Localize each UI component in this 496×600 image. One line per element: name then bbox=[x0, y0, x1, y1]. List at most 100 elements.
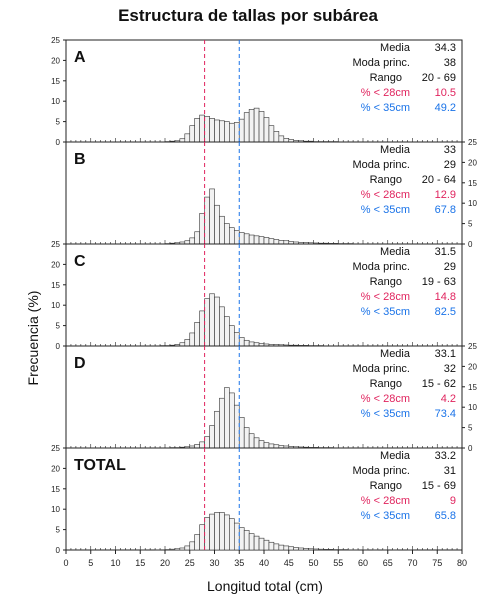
histogram-bar bbox=[229, 122, 235, 143]
histogram-bar bbox=[204, 298, 210, 347]
panel-label: TOTAL bbox=[74, 457, 126, 474]
y-tick-label: 10 bbox=[51, 301, 60, 310]
histogram-bar bbox=[318, 548, 324, 551]
stat-value: 4.2 bbox=[441, 393, 456, 405]
y-tick-label: 5 bbox=[468, 424, 473, 433]
stat-value: 33.2 bbox=[435, 450, 456, 462]
stat-label: Rango bbox=[370, 72, 402, 84]
histogram-bar bbox=[263, 237, 270, 245]
histogram-bar bbox=[263, 442, 270, 449]
histogram-bar bbox=[224, 121, 230, 143]
stat-value: 19 - 63 bbox=[422, 276, 456, 288]
x-tick-label: 5 bbox=[88, 558, 93, 568]
histogram-bar bbox=[189, 125, 195, 143]
histogram-bar bbox=[328, 549, 334, 551]
histogram-bar bbox=[194, 444, 200, 449]
stat-value: 67.8 bbox=[435, 204, 456, 216]
histogram-bar bbox=[243, 530, 250, 551]
x-tick-label: 15 bbox=[135, 558, 145, 568]
histogram-bar bbox=[214, 410, 220, 449]
stat-label: % < 28cm bbox=[361, 291, 410, 303]
y-tick-label: 5 bbox=[56, 118, 61, 127]
histogram-bar bbox=[234, 404, 240, 449]
y-tick-label: 15 bbox=[51, 281, 60, 290]
y-tick-label: 20 bbox=[51, 56, 60, 65]
histogram-bar bbox=[199, 114, 205, 143]
histogram-bar bbox=[268, 541, 275, 551]
histogram-bar bbox=[303, 548, 309, 551]
stat-label: Moda princ. bbox=[353, 465, 410, 477]
stat-label: Media bbox=[380, 144, 411, 156]
y-tick-label: 25 bbox=[468, 138, 477, 147]
stat-label: % < 28cm bbox=[361, 495, 410, 507]
stat-value: 29 bbox=[444, 159, 456, 171]
stat-label: % < 35cm bbox=[361, 408, 410, 420]
histogram-bar bbox=[248, 433, 255, 449]
y-tick-label: 10 bbox=[468, 199, 477, 208]
panel-label: C bbox=[74, 253, 86, 270]
histogram-bar bbox=[234, 230, 240, 245]
histogram-bar bbox=[189, 332, 195, 347]
y-tick-label: 10 bbox=[51, 505, 60, 514]
stat-label: Rango bbox=[370, 174, 402, 186]
stat-value: 20 - 69 bbox=[422, 72, 456, 84]
x-tick-label: 65 bbox=[383, 558, 393, 568]
histogram-bar bbox=[238, 232, 245, 245]
histogram-bar bbox=[199, 213, 205, 245]
y-tick-label: 5 bbox=[468, 220, 473, 229]
x-tick-label: 30 bbox=[209, 558, 219, 568]
histogram-bar bbox=[243, 112, 250, 143]
histogram-bar bbox=[189, 237, 195, 245]
y-tick-label: 20 bbox=[468, 158, 477, 167]
histogram-bar bbox=[268, 125, 275, 143]
histogram-bar bbox=[209, 118, 215, 143]
histogram-bar bbox=[258, 537, 265, 551]
histogram-bar bbox=[219, 512, 225, 551]
y-tick-label: 10 bbox=[51, 97, 60, 106]
histogram-bar bbox=[229, 325, 235, 347]
stat-value: 20 - 64 bbox=[422, 174, 456, 186]
stat-value: 34.3 bbox=[435, 42, 456, 54]
y-tick-label: 25 bbox=[51, 444, 60, 453]
stat-value: 33.1 bbox=[435, 348, 456, 360]
histogram-bar bbox=[214, 296, 220, 347]
histogram-bar bbox=[263, 539, 270, 551]
histogram-bar bbox=[219, 120, 225, 143]
histogram-bar bbox=[224, 387, 230, 449]
stat-label: Rango bbox=[370, 276, 402, 288]
histogram-bar bbox=[219, 306, 225, 347]
stat-label: Media bbox=[380, 246, 411, 258]
histogram-bar bbox=[273, 543, 280, 551]
panel-label: B bbox=[74, 151, 86, 168]
x-tick-label: 10 bbox=[110, 558, 120, 568]
histogram-bar bbox=[209, 293, 215, 347]
stat-label: Media bbox=[380, 348, 411, 360]
histogram-bar bbox=[263, 117, 270, 143]
histogram-bar bbox=[214, 119, 220, 143]
histogram-bar bbox=[298, 547, 304, 551]
y-tick-label: 15 bbox=[51, 485, 60, 494]
stat-label: Media bbox=[380, 450, 411, 462]
histogram-bar bbox=[204, 115, 210, 143]
histogram-bar bbox=[258, 440, 265, 449]
y-tick-label: 5 bbox=[56, 322, 61, 331]
histogram-bar bbox=[224, 223, 230, 245]
histogram-bar bbox=[268, 238, 275, 245]
stat-value: 9 bbox=[450, 495, 456, 507]
histogram-bar bbox=[308, 548, 314, 551]
y-tick-label: 0 bbox=[56, 342, 61, 351]
stat-value: 31.5 bbox=[435, 246, 456, 258]
histogram-bar bbox=[234, 332, 240, 347]
x-tick-label: 70 bbox=[407, 558, 417, 568]
histogram-bar bbox=[253, 107, 260, 143]
stat-label: % < 35cm bbox=[361, 204, 410, 216]
histogram-bar bbox=[194, 322, 200, 347]
histogram-bar bbox=[253, 535, 260, 551]
panel-label: D bbox=[74, 355, 86, 372]
x-tick-label: 50 bbox=[308, 558, 318, 568]
y-tick-label: 15 bbox=[51, 77, 60, 86]
histogram-bar bbox=[209, 425, 215, 449]
x-tick-label: 25 bbox=[185, 558, 195, 568]
histogram-bar bbox=[229, 518, 235, 551]
